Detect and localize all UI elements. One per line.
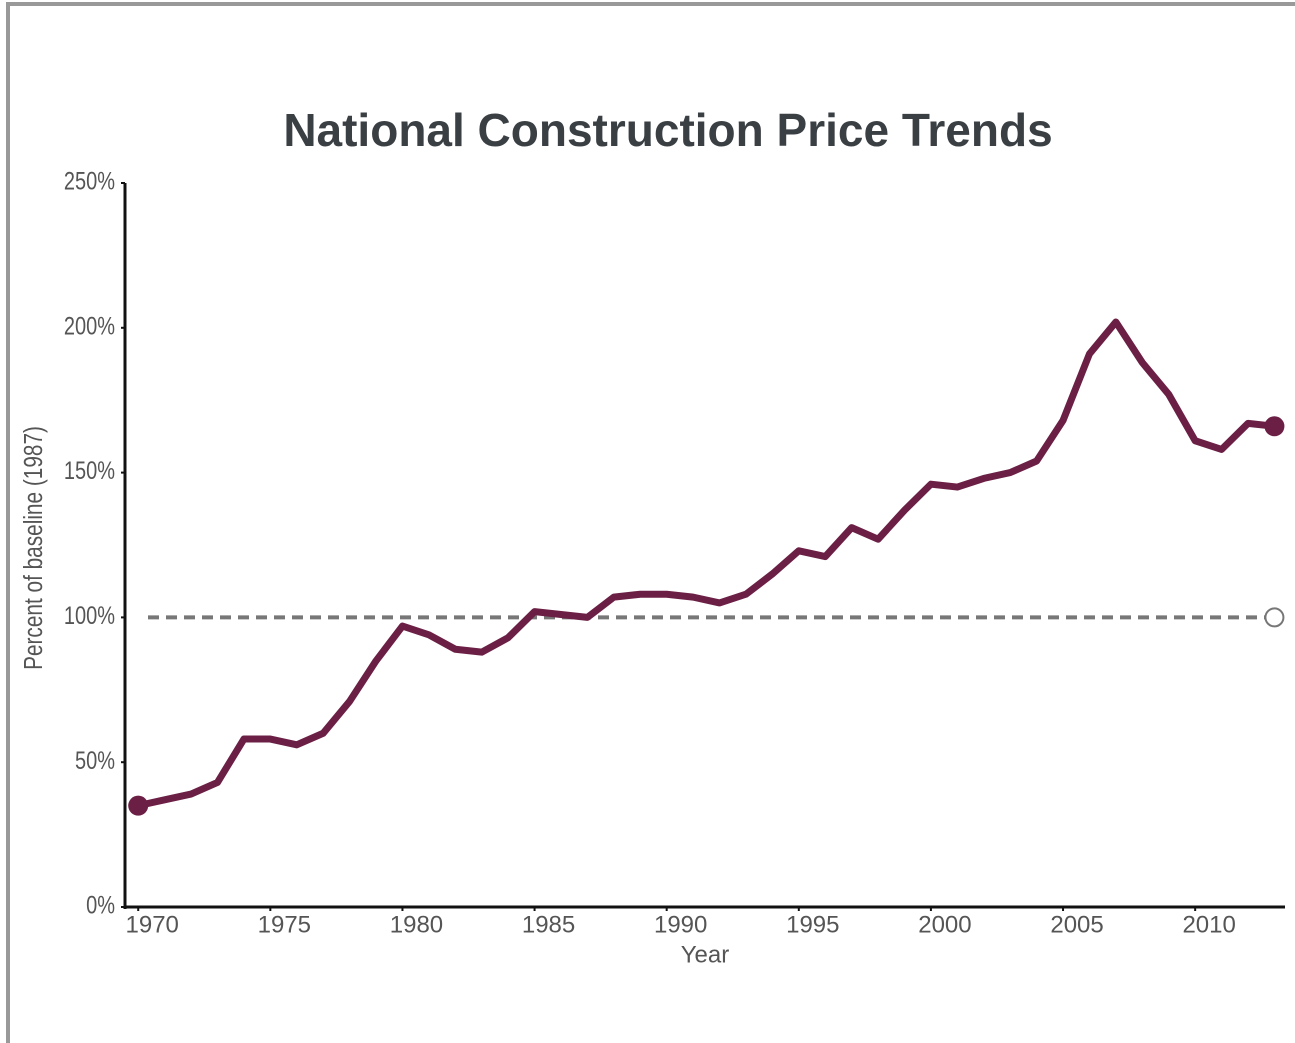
x-tick-label: 1980 (390, 911, 443, 938)
x-tick-label: 1985 (522, 911, 575, 938)
x-tick-label: 1970 (126, 911, 179, 938)
x-tick-label: 1975 (258, 911, 311, 938)
y-tick-label: 150% (64, 457, 115, 485)
x-tick-label: 2010 (1182, 911, 1235, 938)
y-axis-label: Percent of baseline (1987) (19, 426, 48, 670)
y-tick-label: 250% (64, 168, 115, 196)
y-tick-label: 200% (64, 312, 115, 340)
x-tick-label: 2005 (1050, 911, 1103, 938)
chart-title: National Construction Price Trends (283, 104, 1052, 156)
line (137, 318, 1275, 810)
y-tick-label: 50% (75, 747, 115, 775)
y-tick-label: 100% (64, 602, 115, 630)
x-tick-label: 1995 (786, 911, 839, 938)
x-tick-label: 1990 (654, 911, 707, 938)
x-axis-label: Year (681, 941, 730, 968)
baseline-marker (1264, 607, 1285, 628)
end-marker (128, 795, 149, 816)
y-tick-label: 0% (86, 892, 115, 920)
end-marker (1264, 416, 1285, 437)
x-tick-label: 2000 (918, 911, 971, 938)
